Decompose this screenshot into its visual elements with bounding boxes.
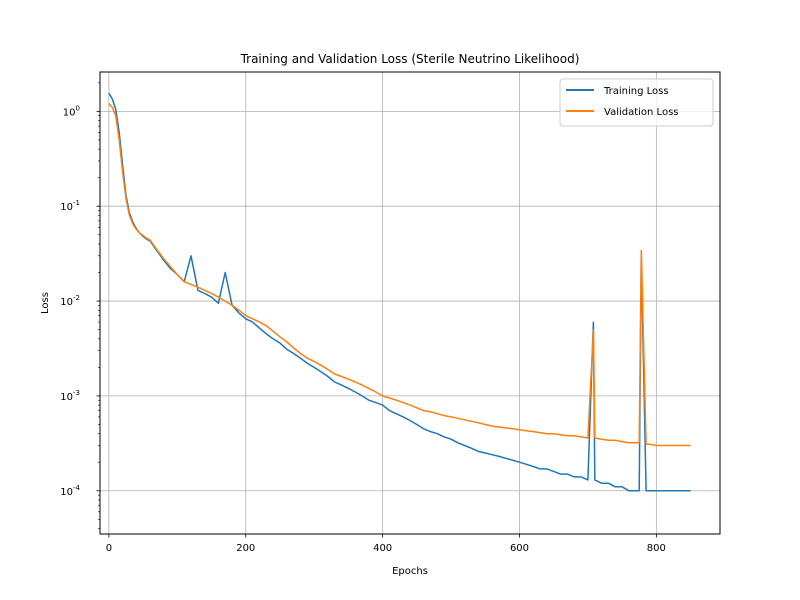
legend-label-training: Training Loss bbox=[603, 86, 669, 97]
y-tick-label: 10-4 bbox=[60, 484, 80, 498]
x-tick-label: 800 bbox=[647, 543, 666, 554]
legend-box bbox=[559, 78, 714, 127]
x-tick-label: 600 bbox=[510, 543, 529, 554]
legend-label-validation: Validation Loss bbox=[604, 107, 679, 118]
y-tick-label: 10-3 bbox=[60, 389, 80, 403]
y-tick-label: 10-2 bbox=[60, 294, 80, 308]
x-tick-label: 0 bbox=[106, 543, 112, 554]
x-tick-label: 200 bbox=[236, 543, 255, 554]
y-tick-label: 100 bbox=[63, 104, 80, 118]
chart-title: Training and Validation Loss (Sterile Ne… bbox=[240, 52, 580, 66]
x-axis-ticks: 0 200 400 600 800 bbox=[106, 534, 666, 554]
legend: Training Loss Validation Loss bbox=[559, 78, 714, 127]
validation-loss-line bbox=[108, 103, 691, 447]
x-tick-label: 400 bbox=[373, 543, 392, 554]
x-axis-label: Epochs bbox=[392, 566, 428, 577]
y-tick-label: 10-1 bbox=[60, 199, 80, 213]
series-layer bbox=[108, 92, 691, 492]
plot-frame bbox=[99, 71, 721, 535]
y-axis-ticks: 10-4 10-3 10-2 10-1 100 bbox=[60, 82, 100, 529]
y-axis-label: Loss bbox=[40, 292, 51, 314]
